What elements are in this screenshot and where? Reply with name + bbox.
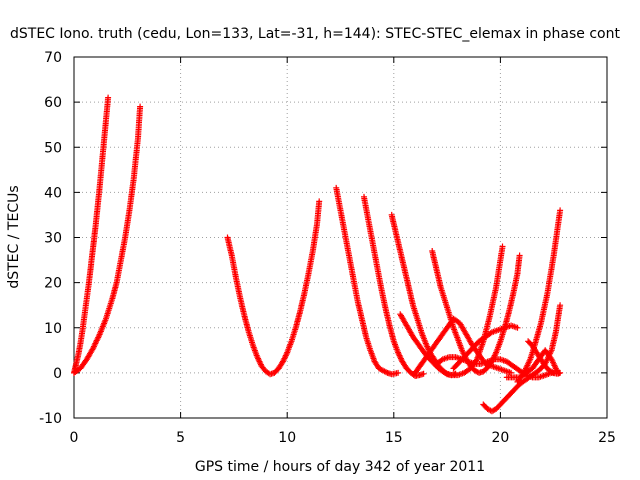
y-tick-label: -10 [39,411,62,427]
data-point [557,302,564,309]
series-15 [525,338,557,376]
chart-title: dSTEC Iono. truth (cedu, Lon=133, Lat=-3… [10,26,620,42]
x-tick-label: 5 [176,430,185,446]
series-1 [71,94,112,376]
data-point [395,369,402,376]
data-point [514,324,521,331]
series-11 [450,322,521,372]
y-tick-label: 50 [44,140,62,156]
y-tick-label: 20 [44,276,62,292]
data-point [316,198,323,205]
series-5 [361,193,427,379]
series-14 [514,207,564,385]
y-tick-label: 70 [44,50,62,66]
axis-ticks: 0 5 10 15 20 25 -10 0 10 20 30 40 50 60 70 [39,50,616,446]
series-3 [224,198,323,378]
data-point [516,252,523,259]
y-tick-label: 0 [53,366,62,382]
data-point [499,243,506,250]
series-2 [71,103,144,376]
data-point [105,94,112,101]
y-tick-label: 60 [44,95,62,111]
y-tick-label: 30 [44,231,62,247]
x-axis-label: GPS time / hours of day 342 of year 2011 [195,459,485,475]
data-point [137,103,144,110]
data-marks [71,94,564,415]
x-tick-label: 10 [278,430,296,446]
x-tick-label: 0 [70,430,79,446]
y-axis-label: dSTEC / TECUs [6,185,22,288]
x-tick-label: 15 [385,430,403,446]
x-tick-label: 20 [491,430,509,446]
y-tick-label: 10 [44,321,62,337]
y-tick-label: 40 [44,185,62,201]
x-tick-label: 25 [598,430,616,446]
data-point [550,369,557,376]
data-point [420,370,427,377]
data-point [557,207,564,214]
series-4 [333,184,402,378]
